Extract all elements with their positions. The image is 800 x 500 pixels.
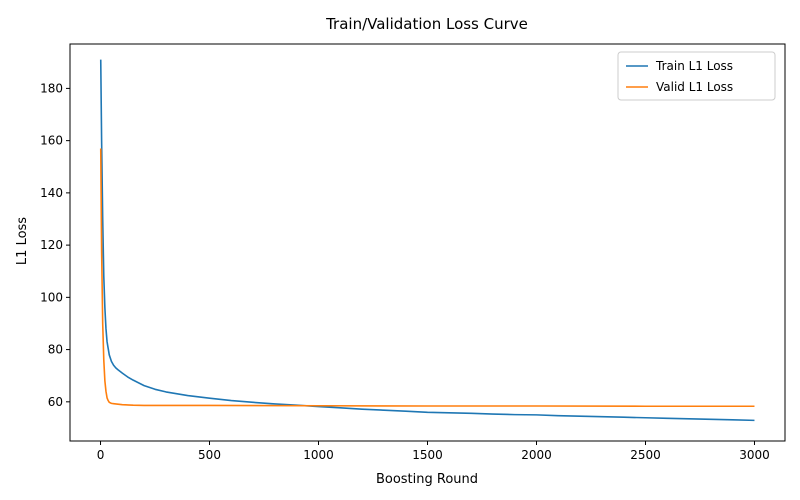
legend-box xyxy=(617,51,776,101)
y-tick-label: 100 xyxy=(40,290,63,304)
x-tick-label: 3000 xyxy=(739,448,770,462)
legend-label: Valid L1 Loss xyxy=(656,80,733,94)
legend-label: Train L1 Loss xyxy=(655,59,733,73)
x-tick-label: 1500 xyxy=(412,448,443,462)
plot-lines xyxy=(99,59,755,422)
x-axis-ticks: 0 500 1000 1500 2000 2500 3000 xyxy=(97,441,770,462)
y-tick-label: 60 xyxy=(48,395,63,409)
x-tick-label: 2500 xyxy=(630,448,661,462)
x-tick-label: 2000 xyxy=(521,448,552,462)
y-tick-label: 180 xyxy=(40,81,63,95)
legend: Train L1 Loss Valid L1 Loss xyxy=(617,51,776,101)
y-tick-label: 140 xyxy=(40,186,63,200)
x-tick-label: 0 xyxy=(97,448,105,462)
y-axis-label: L1 Loss xyxy=(15,217,30,265)
y-tick-label: 160 xyxy=(40,134,63,148)
chart-title: Train/Validation Loss Curve xyxy=(325,15,528,33)
y-tick-label: 120 xyxy=(40,238,63,252)
series-line-train xyxy=(99,59,755,422)
x-tick-label: 1000 xyxy=(303,448,334,462)
x-tick-label: 500 xyxy=(198,448,221,462)
x-axis-label: Boosting Round xyxy=(376,472,478,487)
y-axis-ticks: 60 80 100 120 140 160 180 xyxy=(40,81,70,409)
series-line-valid xyxy=(99,148,755,408)
y-tick-label: 80 xyxy=(48,343,63,357)
